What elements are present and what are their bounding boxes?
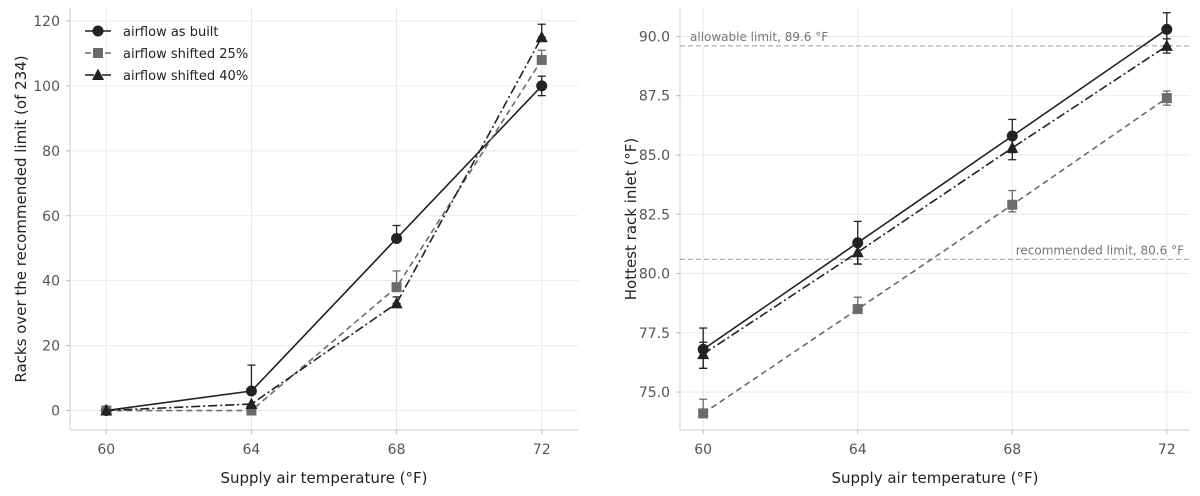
y-tick-label: 77.5 [639, 326, 670, 342]
data-point-square [391, 282, 402, 293]
y-tick-label: 120 [33, 14, 60, 30]
y-tick-label: 80.0 [639, 267, 670, 283]
x-tick-label: 68 [388, 442, 406, 458]
y-tick-label: 0 [51, 404, 60, 420]
y-tick-label: 82.5 [639, 207, 670, 223]
legend-item: airflow shifted 25% [85, 47, 248, 62]
y-axis-label: Racks over the recommended limit (of 234… [12, 55, 30, 382]
y-tick-label: 20 [42, 339, 60, 355]
data-point-triangle [245, 397, 258, 410]
series-2 [101, 49, 547, 416]
series-line [106, 36, 543, 412]
x-tick-label: 60 [694, 442, 712, 458]
data-point-square [536, 54, 547, 65]
y-tick-label: 40 [42, 274, 60, 290]
data-point-triangle [1006, 141, 1019, 153]
data-point-triangle [697, 347, 710, 360]
x-tick-label: 72 [533, 442, 551, 458]
x-axis-label: Supply air temperature (°F) [831, 469, 1038, 487]
y-tick-label: 90.0 [639, 29, 670, 45]
data-point-square [698, 408, 709, 419]
data-point-square [852, 304, 863, 315]
y-tick-label: 100 [33, 79, 60, 95]
legend-marker-square [93, 48, 103, 58]
x-tick-label: 64 [243, 442, 261, 458]
x-tick-label: 72 [1158, 442, 1176, 458]
series-1 [697, 12, 1173, 370]
data-point-triangle [1160, 39, 1173, 51]
right-chart-panel: 75.0 77.5 80.0 82.5 85.0 87.5 90.0 60 64 68 72 Supp… [622, 8, 1190, 487]
data-point-circle [536, 80, 548, 92]
y-tick-label: 85.0 [639, 148, 670, 164]
y-tick-label: 80 [42, 144, 60, 160]
x-tick-label: 64 [849, 442, 867, 458]
y-axis-label: Hottest rack inlet (°F) [622, 138, 640, 301]
data-point-square [246, 405, 257, 416]
x-tick-label: 68 [1003, 442, 1021, 458]
y-tick-label: 60 [42, 209, 60, 225]
data-point-circle [1161, 23, 1173, 35]
legend-label: airflow shifted 40% [123, 69, 248, 84]
data-point-circle [391, 232, 403, 244]
series-line [106, 85, 543, 412]
series-3 [100, 23, 548, 416]
data-point-triangle [100, 404, 113, 416]
data-point-square [1007, 199, 1018, 210]
legend-marker-circle [92, 25, 104, 37]
data-point-circle [245, 385, 257, 397]
data-point-triangle [390, 296, 403, 309]
series-line [702, 45, 1168, 355]
data-point-square [1161, 93, 1172, 104]
reference-line-label: allowable limit, 89.6 °F [690, 30, 828, 44]
x-axis-label: Supply air temperature (°F) [220, 469, 427, 487]
series-line [702, 97, 1168, 415]
y-tick-label: 87.5 [639, 89, 670, 105]
gridlines [680, 8, 1190, 430]
legend-marker-triangle [92, 68, 104, 80]
y-tick-label: 75.0 [639, 385, 670, 401]
reference-line-label: recommended limit, 80.6 °F [1016, 243, 1184, 257]
series-line [106, 59, 543, 412]
legend-label: airflow shifted 25% [123, 47, 248, 62]
series-2 [698, 90, 1172, 419]
legend-label: airflow as built [123, 25, 219, 40]
legend-item: airflow shifted 40% [85, 68, 248, 84]
data-point-triangle [535, 30, 548, 43]
series-3 [697, 38, 1173, 370]
x-tick-label: 60 [97, 442, 115, 458]
series-1 [100, 75, 548, 417]
series-line [702, 28, 1168, 351]
legend: airflow as built airflow shifted 25% airfl… [85, 25, 248, 84]
left-chart-panel: 0 20 40 60 80 100 120 60 64 68 72 Supply air temper… [12, 8, 578, 487]
legend-item: airflow as built [85, 25, 219, 40]
data-point-triangle [851, 245, 864, 258]
